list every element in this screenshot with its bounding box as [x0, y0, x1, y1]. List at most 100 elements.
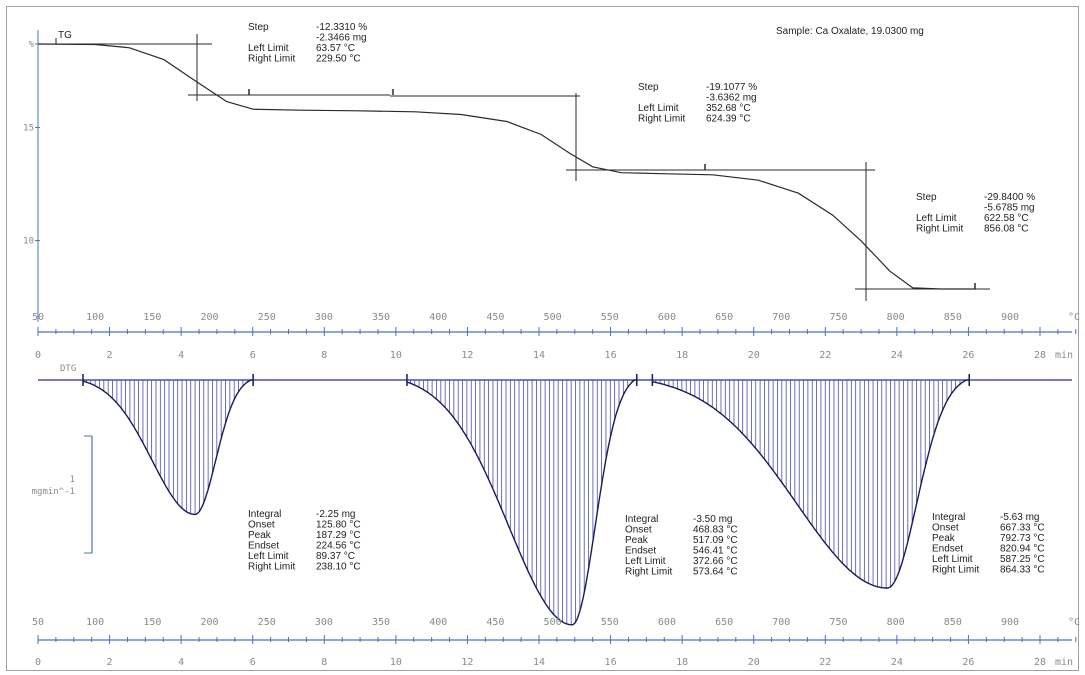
- dtg-peak-1-label-1: Onset: [625, 525, 652, 536]
- tg-temp-tick-18: °C: [1068, 312, 1080, 323]
- dtg-time-tick-11: 22: [819, 657, 831, 668]
- dtg-temp-tick-11: 600: [658, 617, 676, 628]
- tg-time-tick-7: 14: [533, 350, 545, 361]
- dtg-peak-2-value-0: -5.63 mg: [1000, 512, 1039, 523]
- dtg-series-name: DTG: [60, 364, 76, 374]
- dtg-time-tick-12: 24: [891, 657, 903, 668]
- tg-step-0-value-3: 229.50 °C: [316, 54, 361, 65]
- dtg-temp-tick-9: 500: [544, 617, 562, 628]
- dtg-peak-0-label-3: Endset: [248, 541, 279, 552]
- dtg-peak-1-label-3: Endset: [625, 546, 656, 557]
- tg-temp-tick-17: 900: [1001, 312, 1019, 323]
- tg-temp-tick-14: 750: [829, 312, 847, 323]
- tg-step-2-value-2: 622.58 °C: [984, 213, 1029, 224]
- tg-step-1-value-0: -19.1077 %: [706, 82, 757, 93]
- dtg-y-label: mgmin^-1: [32, 487, 75, 497]
- tg-temp-tick-7: 400: [429, 312, 447, 323]
- dtg-peak-0-label-0: Integral: [248, 509, 281, 520]
- tg-time-tick-13: 26: [962, 350, 974, 361]
- tg-step-0-value-2: 63.57 °C: [316, 43, 355, 54]
- dtg-time-tick-0: 0: [35, 657, 41, 668]
- dtg-temp-tick-6: 350: [372, 617, 390, 628]
- tg-step-1-label-2: Left Limit: [638, 103, 679, 114]
- tg-step-1-value-2: 352.68 °C: [706, 103, 751, 114]
- tg-step-0-label-3: Right Limit: [248, 54, 295, 65]
- dtg-peak-curve: [82, 379, 253, 516]
- dtg-time-tick-8: 16: [605, 657, 617, 668]
- tg-series-name: TG: [58, 30, 72, 41]
- dtg-time-tick-4: 8: [321, 657, 327, 668]
- tg-temp-tick-4: 250: [258, 312, 276, 323]
- dtg-temp-tick-18: °C: [1068, 617, 1080, 628]
- tg-temp-tick-0: 50: [32, 312, 44, 323]
- tg-temp-tick-9: 500: [544, 312, 562, 323]
- dtg-temp-tick-14: 750: [829, 617, 847, 628]
- dtg-peak-2-label-1: Onset: [932, 523, 959, 534]
- dtg-time-tick-13: 26: [962, 657, 974, 668]
- tg-y-tick-label-2: 10: [23, 237, 34, 247]
- tg-time-tick-15: min: [1055, 350, 1073, 361]
- dtg-peak-2: [652, 379, 970, 589]
- dtg-temp-tick-15: 800: [887, 617, 905, 628]
- dtg-peak-1-value-5: 573.64 °C: [693, 567, 738, 578]
- dtg-time-tick-1: 2: [107, 657, 113, 668]
- dtg-temp-tick-0: 50: [32, 617, 44, 628]
- dtg-temp-tick-2: 150: [143, 617, 161, 628]
- tg-time-tick-0: 0: [35, 350, 41, 361]
- tg-temp-tick-15: 800: [887, 312, 905, 323]
- tg-step-2-value-1: -5.6785 mg: [984, 203, 1035, 214]
- dtg-temp-tick-5: 300: [315, 617, 333, 628]
- tg-temp-tick-6: 350: [372, 312, 390, 323]
- dtg-peak-curve: [652, 379, 970, 589]
- tg-time-tick-3: 6: [250, 350, 256, 361]
- tg-step-1-label-0: Step: [638, 82, 659, 93]
- dtg-peak-0-value-3: 224.56 °C: [316, 541, 361, 552]
- tg-step-2-label-2: Left Limit: [916, 213, 957, 224]
- dtg-time-tick-3: 6: [250, 657, 256, 668]
- tg-temp-tick-5: 300: [315, 312, 333, 323]
- dtg-time-tick-2: 4: [178, 657, 184, 668]
- dtg-peak-2-label-4: Left Limit: [932, 554, 973, 565]
- dtg-peak-1-label-5: Right Limit: [625, 567, 672, 578]
- tg-temp-tick-12: 650: [715, 312, 733, 323]
- tg-y-tick-label-0: %: [29, 40, 35, 50]
- tg-temp-tick-3: 200: [200, 312, 218, 323]
- tg-step-2-value-3: 856.08 °C: [984, 224, 1029, 235]
- dtg-peak-2-label-2: Peak: [932, 533, 956, 544]
- dtg-peak-1-value-0: -3.50 mg: [693, 514, 732, 525]
- dtg-peak-2-value-1: 667.33 °C: [1000, 523, 1045, 534]
- dtg-peak-2-label-3: Endset: [932, 544, 963, 555]
- tg-temp-tick-16: 850: [944, 312, 962, 323]
- dtg-peak-1-value-4: 372.66 °C: [693, 556, 738, 567]
- dtg-temp-tick-3: 200: [200, 617, 218, 628]
- dtg-peak-0-value-1: 125.80 °C: [316, 520, 361, 531]
- tg-step-1-value-3: 624.39 °C: [706, 114, 751, 125]
- dtg-temp-tick-1: 100: [86, 617, 104, 628]
- dtg-peak-2-value-2: 792.73 °C: [1000, 533, 1045, 544]
- dtg-peak-0-label-5: Right Limit: [248, 562, 295, 573]
- dtg-peak-0-value-2: 187.29 °C: [316, 530, 361, 541]
- tg-step-0-label-0: Step: [248, 22, 269, 33]
- dtg-time-tick-6: 12: [461, 657, 473, 668]
- dtg-peak-2-label-0: Integral: [932, 512, 965, 523]
- dtg-time-tick-7: 14: [533, 657, 545, 668]
- dtg-peak-1-label-0: Integral: [625, 514, 658, 525]
- dtg-temp-tick-10: 550: [601, 617, 619, 628]
- dtg-peak-1-value-3: 546.41 °C: [693, 546, 738, 557]
- tg-curve: [37, 43, 976, 290]
- dtg-peak-2-value-3: 820.94 °C: [1000, 544, 1045, 555]
- dtg-peak-0-label-4: Left Limit: [248, 551, 289, 562]
- tg-temp-tick-10: 550: [601, 312, 619, 323]
- dtg-temp-tick-12: 650: [715, 617, 733, 628]
- sample-label: Sample: Ca Oxalate, 19.0300 mg: [776, 26, 924, 37]
- tg-time-tick-2: 4: [178, 350, 184, 361]
- dtg-peak-0-value-5: 238.10 °C: [316, 562, 361, 573]
- dtg-temp-tick-17: 900: [1001, 617, 1019, 628]
- dtg-peak-0-label-1: Onset: [248, 520, 275, 531]
- dtg-peak-1-value-2: 517.09 °C: [693, 535, 738, 546]
- dtg-peak-2-label-5: Right Limit: [932, 565, 979, 576]
- tg-time-tick-8: 16: [605, 350, 617, 361]
- tg-step-0-value-0: -12.3310 %: [316, 22, 367, 33]
- tg-temp-tick-1: 100: [86, 312, 104, 323]
